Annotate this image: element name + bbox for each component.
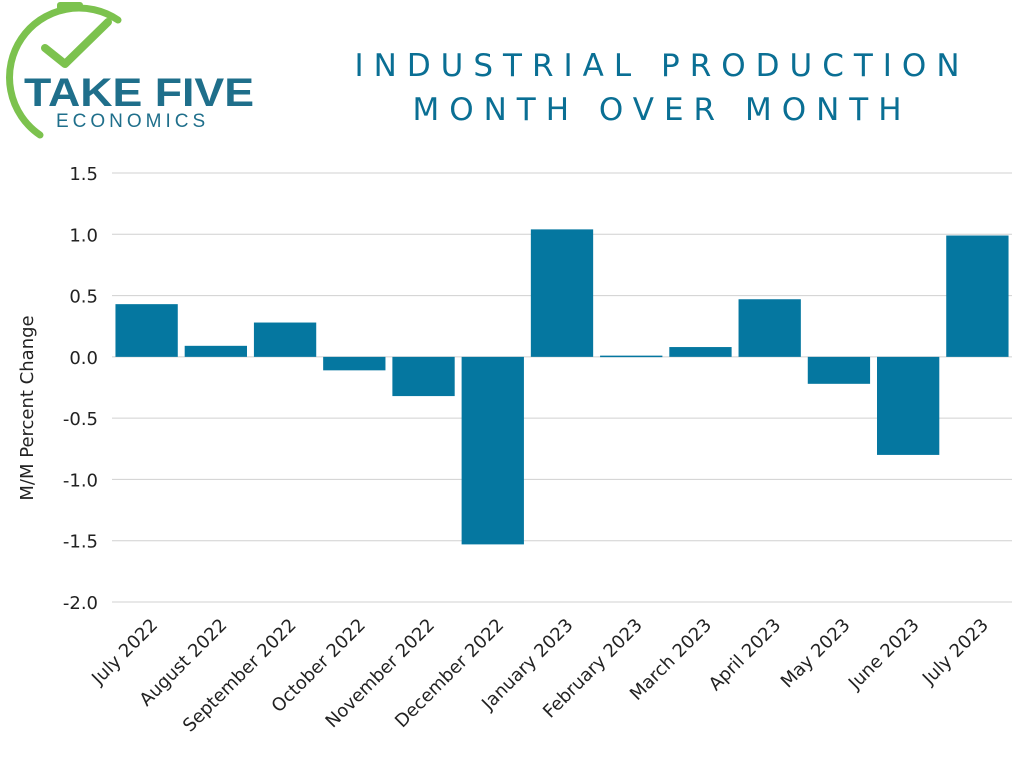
bar [323,356,386,371]
y-tick-label: 1.0 [69,225,98,246]
y-tick-label: -2.0 [63,593,98,614]
x-tick-label: July 2023 [918,615,993,690]
logo-line-2: ECONOMICS [56,111,209,132]
bar [530,229,594,357]
x-tick-label: April 2023 [705,615,785,695]
y-axis-label: M/M Percent Change [17,315,38,500]
bar [877,356,940,455]
checkmark-icon [41,18,112,68]
chart-title-line-2: MONTH OVER MONTH [412,92,912,128]
bar [392,356,455,397]
bar [253,322,317,357]
stopwatch-ring-icon [6,4,122,139]
x-tick-label: June 2023 [844,615,924,695]
bar [946,235,1009,357]
stopwatch-crown-icon [57,2,83,11]
x-tick-label: July 2022 [87,615,162,690]
bar [184,345,247,357]
bar [600,355,663,358]
take-five-economics-logo: TAKE FIVE ECONOMICS [6,2,254,139]
y-tick-label: 0.0 [69,348,98,369]
y-tick-label: -1.0 [63,470,98,491]
bar [115,304,178,357]
y-axis-ticks: 1.5 1.0 0.5 0.0 -0.5 -1.0 -1.5 -2.0 [63,164,98,614]
logo-line-1: TAKE FIVE [24,71,254,115]
y-tick-label: 1.5 [69,164,98,185]
bars [115,229,1009,545]
bar [669,347,732,357]
bar [738,299,801,357]
y-tick-label: -1.5 [63,532,98,553]
x-tick-label: May 2023 [777,615,855,693]
chart-title-line-1: INDUSTRIAL PRODUCTION [354,48,970,84]
bar [461,356,524,545]
bar [807,356,871,384]
y-tick-label: 0.5 [69,287,98,308]
y-tick-label: -0.5 [63,409,98,430]
